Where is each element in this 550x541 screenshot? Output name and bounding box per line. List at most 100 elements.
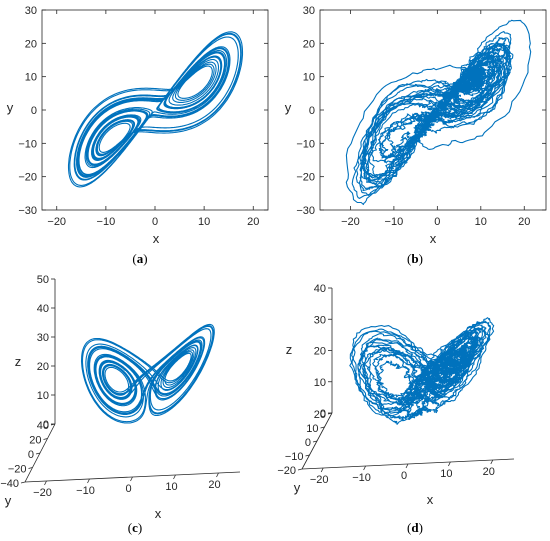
y-tick-label-d: 20: [314, 409, 326, 421]
caption-a-letter: a: [137, 251, 144, 266]
x-axis-label-d: x: [427, 492, 434, 507]
caption-c: (c): [128, 520, 142, 535]
caption-b-open: (: [407, 251, 411, 266]
panel-a: −20 −10 0 10 20 −30 −20 −10 0 10 20 30 x y (a): [7, 5, 269, 266]
caption-b-close: ): [419, 251, 423, 266]
trajectory-line-b: [345, 19, 532, 206]
y-tick-mark-c: [28, 467, 33, 469]
z-tick-label-c: 50: [37, 274, 49, 286]
x-tick-mark-c: [216, 472, 219, 478]
x-tick-label-c: 0: [125, 483, 131, 495]
caption-d-letter: d: [411, 520, 419, 535]
z-tick-label-d: 0: [320, 408, 326, 420]
x-tick-label-b: 0: [434, 216, 440, 228]
y-tick-label-a: −10: [18, 138, 37, 150]
y-tick-label-a: 30: [25, 5, 37, 17]
x-tick-label-c: −10: [76, 485, 95, 497]
y-tick-label-c: 0: [28, 449, 34, 461]
x-tick-label-c: 10: [165, 481, 177, 493]
z-tick-label-d: 10: [314, 377, 326, 389]
x-tick-label-b: −20: [341, 216, 360, 228]
x-tick-label-d: −10: [352, 472, 371, 484]
y-tick-label-b: −10: [296, 138, 315, 150]
y-tick-label-b: 10: [303, 72, 315, 84]
x-tick-mark-d: [405, 463, 409, 469]
y-axis-label-b: y: [285, 100, 292, 115]
caption-d-close: ): [419, 520, 423, 535]
x-tick-label-c: −20: [33, 487, 52, 499]
y-tick-mark-d: [305, 454, 310, 457]
y-tick-label-a: 20: [25, 38, 37, 50]
x-tick-label-b: −10: [385, 216, 404, 228]
y-tick-label-a: −30: [18, 205, 37, 217]
trajectory-a: [67, 31, 244, 188]
y-axis-label-a: y: [7, 100, 14, 115]
x-tick-mark-d: [363, 465, 366, 471]
y-tick-label-b: −20: [296, 172, 315, 184]
trajectory-line-d: [349, 317, 495, 425]
z-tick-label-d: 40: [314, 283, 326, 295]
y-tick-mark-c: [20, 481, 26, 484]
x-tick-label-d: 0: [401, 470, 407, 482]
caption-d: (d): [407, 520, 423, 535]
trajectory-d: [349, 317, 495, 425]
x-tick-label-a: −20: [47, 216, 66, 228]
y-tick-label-a: 10: [25, 72, 37, 84]
x-tick-label-a: 0: [152, 216, 158, 228]
z-tick-label-c: 30: [37, 332, 49, 344]
y-tick-label-b: 0: [309, 105, 315, 117]
x-tick-label-a: 20: [247, 216, 259, 228]
panel-b: −20 −10 0 10 20 −30 −20 −10 0 10 20 30 x y (b): [285, 5, 547, 266]
caption-c-letter: c: [132, 520, 138, 535]
x-tick-mark-d: [448, 461, 451, 467]
x-tick-mark-d: [490, 459, 494, 465]
y-axis-label-c: y: [5, 493, 12, 508]
x-axis-label-b: x: [430, 231, 437, 246]
z-tick-label-d: 30: [314, 314, 326, 326]
x-tick-mark-c: [87, 478, 90, 484]
y-tick-label-a: −20: [18, 172, 37, 184]
y-tick-label-c: −40: [0, 478, 19, 490]
y-tick-mark-d: [297, 468, 303, 471]
x-tick-label-c: 20: [208, 479, 220, 491]
y-axis-label-d: y: [294, 480, 301, 495]
y-tick-label-b: 30: [303, 5, 315, 17]
x-tick-mark-c: [173, 474, 176, 480]
z-tick-label-d: 20: [314, 346, 326, 358]
caption-b-letter: b: [411, 251, 418, 266]
caption-c-close: ): [138, 520, 142, 535]
y-tick-label-c: −20: [8, 464, 27, 476]
y-tick-label-b: −30: [296, 205, 315, 217]
trajectory-line-c: [80, 323, 215, 424]
y-tick-label-c: 40: [37, 420, 49, 432]
trajectory-line-a: [67, 31, 244, 188]
x-tick-label-d: 20: [483, 466, 495, 478]
caption-b: (b): [407, 251, 423, 266]
x-tick-label-d: −20: [310, 474, 329, 486]
x-tick-label-a: 10: [198, 216, 210, 228]
y-tick-label-d: 10: [306, 423, 318, 435]
trajectory-c: [80, 323, 215, 424]
caption-a: (a): [132, 251, 147, 266]
z-tick-label-c: 20: [37, 361, 49, 373]
x-tick-label-b: 20: [518, 216, 530, 228]
x-tick-label-b: 10: [475, 216, 487, 228]
x-tick-mark-c: [44, 480, 47, 486]
z-tick-label-c: 40: [37, 303, 49, 315]
z-axis-label-d: z: [286, 342, 293, 357]
y-tick-label-d: −20: [277, 465, 296, 477]
y-tick-mark-c: [35, 452, 41, 455]
caption-a-close: ): [143, 251, 147, 266]
x-tick-mark-d: [320, 467, 324, 473]
caption-d-open: (: [407, 520, 411, 535]
x-axis-label-c: x: [155, 506, 162, 521]
x-tick-label-a: −10: [97, 216, 116, 228]
y-tick-label-d: 0: [305, 437, 311, 449]
caption-a-open: (: [132, 251, 136, 266]
z-tick-label-c: 10: [37, 390, 49, 402]
caption-c-open: (: [128, 520, 132, 535]
